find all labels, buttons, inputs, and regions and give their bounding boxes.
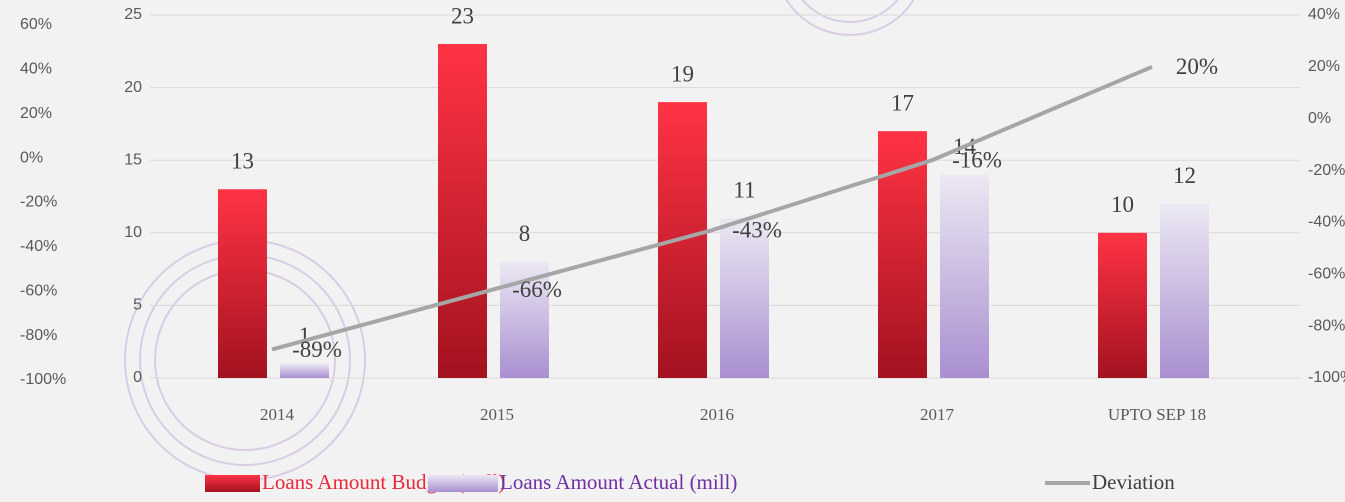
legend-swatch — [428, 475, 498, 492]
y3-tick-label: -60% — [20, 282, 57, 299]
y-tick-label: 25 — [124, 6, 142, 23]
bar — [438, 44, 487, 378]
y-tick-label: 5 — [133, 297, 142, 314]
y3-tick-label: 0% — [20, 149, 43, 166]
y3-tick-label: -20% — [20, 194, 57, 211]
bar — [280, 363, 329, 378]
x-tick-label: 2014 — [260, 405, 295, 424]
y3-tick-label: 40% — [20, 61, 52, 78]
x-tick-label: 2016 — [700, 405, 734, 424]
y3-tick-label: 20% — [20, 105, 52, 122]
data-label: 10 — [1111, 192, 1134, 217]
data-label: -16% — [952, 147, 1002, 172]
bar — [940, 175, 989, 378]
page: {"chart_data": {"type": "bar", "categori… — [0, 0, 1345, 502]
y3-tick-label: 60% — [20, 16, 52, 33]
data-label: -66% — [512, 277, 562, 302]
legend-swatch — [205, 475, 260, 492]
bar — [1160, 204, 1209, 378]
y-tick-label: 15 — [124, 151, 142, 168]
data-label: 17 — [891, 90, 914, 115]
data-label: 13 — [231, 149, 254, 174]
y3-tick-label: -40% — [20, 238, 57, 255]
y-tick-label: 0 — [133, 369, 142, 386]
bar — [218, 189, 267, 378]
data-label: 8 — [519, 221, 531, 246]
data-label: 19 — [671, 61, 694, 86]
y3-tick-label: -80% — [20, 327, 57, 344]
data-label: -89% — [292, 337, 342, 362]
y2-tick-label: -40% — [1308, 214, 1345, 231]
data-label: 12 — [1173, 163, 1196, 188]
data-label: 20% — [1176, 54, 1218, 79]
data-label: 23 — [451, 3, 474, 28]
x-tick-label: 2017 — [920, 405, 955, 424]
line — [272, 67, 1152, 350]
x-tick-label: UPTO SEP 18 — [1108, 405, 1206, 424]
y3-tick-label: -100% — [20, 371, 66, 388]
bar — [1098, 233, 1147, 378]
legend-label: Deviation — [1092, 470, 1175, 494]
data-label: 11 — [733, 178, 755, 203]
chart: 0 5 10 15 20 25 -100% -80% -60% -40% -20% 0% 20% 40% -… — [0, 0, 1345, 502]
y2-tick-label: -20% — [1308, 162, 1345, 179]
y-tick-label: 20 — [124, 79, 142, 96]
data-label: -43% — [732, 217, 782, 242]
y2-tick-label: -60% — [1308, 266, 1345, 283]
y2-tick-label: -80% — [1308, 317, 1345, 334]
y2-tick-label: 40% — [1308, 6, 1340, 23]
x-tick-label: 2015 — [480, 405, 514, 424]
y-tick-label: 10 — [124, 224, 142, 241]
legend-label: Loans Amount Actual (mill) — [500, 470, 737, 494]
y2-tick-label: 20% — [1308, 58, 1340, 75]
y2-tick-label: 0% — [1308, 110, 1331, 127]
y2-tick-label: -100% — [1308, 369, 1345, 386]
